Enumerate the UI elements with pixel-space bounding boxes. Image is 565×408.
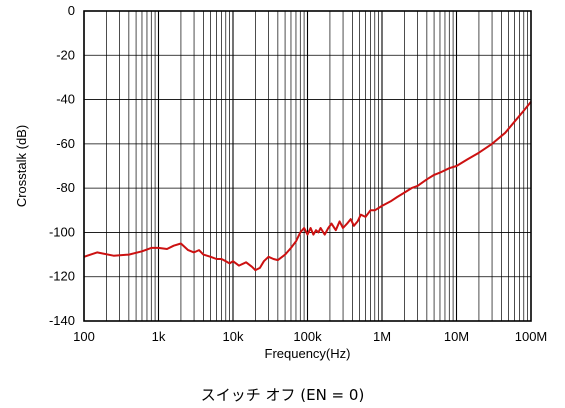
x-tick-label: 10k bbox=[223, 329, 244, 344]
x-tick-label: 10M bbox=[444, 329, 469, 344]
x-axis-label: Frequency(Hz) bbox=[265, 346, 351, 361]
x-tick-label: 100M bbox=[515, 329, 548, 344]
x-tick-label: 1M bbox=[373, 329, 391, 344]
y-tick-label: -140 bbox=[49, 313, 75, 328]
grid-lines bbox=[83, 10, 531, 322]
y-tick-label: 0 bbox=[68, 3, 75, 18]
y-tick-label: -100 bbox=[49, 224, 75, 239]
x-tick-label: 1k bbox=[152, 329, 166, 344]
series-line bbox=[83, 101, 532, 272]
chart-caption: スイッチ オフ (EN = 0) bbox=[200, 386, 365, 404]
y-tick-label: -120 bbox=[49, 269, 75, 284]
y-tick-label: -20 bbox=[56, 47, 75, 62]
y-tick-label: -60 bbox=[56, 136, 75, 151]
y-tick-label: -80 bbox=[56, 180, 75, 195]
x-tick-label: 100 bbox=[73, 329, 95, 344]
plot-frame bbox=[83, 10, 532, 322]
y-tick-label: -40 bbox=[56, 92, 75, 107]
y-axis-label: Crosstalk (dB) bbox=[14, 125, 29, 207]
x-tick-label: 100k bbox=[293, 329, 322, 344]
series-layer bbox=[83, 101, 532, 272]
